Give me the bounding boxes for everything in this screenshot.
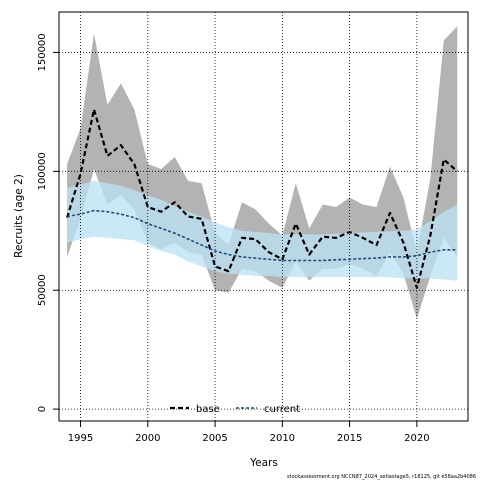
y-axis-title: Recruits (age 2) — [13, 174, 25, 258]
y-tick-label: 150000 — [37, 33, 48, 71]
x-tick-label: 2020 — [404, 433, 429, 444]
x-tick-label: 2015 — [337, 433, 362, 444]
series-line-base — [66, 108, 458, 289]
x-tick-label: 1995 — [68, 433, 93, 444]
y-tick-label: 0 — [37, 406, 48, 412]
series-line-current — [66, 209, 458, 262]
legend-label-current: current — [264, 404, 300, 415]
legend: base current — [170, 404, 300, 415]
band-current — [67, 180, 458, 281]
footnote: stockassessment.org NCCN87_2024_setlasta… — [287, 474, 476, 480]
x-axis: 1995 2000 2005 2010 2015 2020 — [68, 421, 430, 444]
y-axis: 0 50000 100000 150000 — [37, 33, 59, 412]
y-tick-label: 100000 — [37, 152, 48, 190]
x-axis-title: Years — [249, 457, 278, 469]
x-tick-label: 2000 — [135, 433, 160, 444]
series-lines — [66, 108, 458, 289]
grid-lines — [59, 12, 468, 421]
confidence-bands — [67, 26, 458, 319]
x-tick-label: 2005 — [202, 433, 227, 444]
plot-frame — [58, 11, 469, 422]
x-tick-label: 2010 — [270, 433, 295, 444]
legend-label-base: base — [196, 404, 220, 415]
y-tick-label: 50000 — [37, 274, 48, 306]
